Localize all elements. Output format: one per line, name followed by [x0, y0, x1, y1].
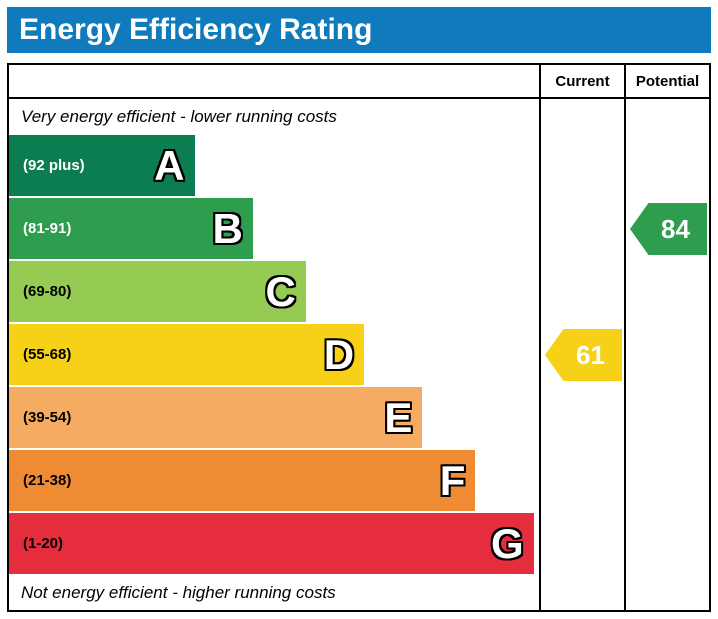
- band-letter: F: [439, 456, 466, 504]
- band-letter: E: [384, 393, 413, 441]
- band-bar: (55-68) D: [9, 324, 365, 385]
- band-row: (69-80) C: [9, 261, 539, 324]
- chart-body: Very energy efficient - lower running co…: [9, 99, 709, 610]
- band-range-label: (39-54): [23, 409, 72, 426]
- band-bar: (69-80) C: [9, 261, 306, 322]
- band-range-label: (55-68): [23, 346, 72, 363]
- potential-rating-arrow: 84: [630, 203, 707, 255]
- band-bar: (39-54) E: [9, 387, 423, 448]
- band-row: (55-68) D: [9, 324, 539, 387]
- potential-rating-value: 84: [661, 213, 690, 244]
- bands-container: (92 plus) A (81-91) B (69-80) C (55-68) …: [9, 135, 539, 576]
- current-column-header: Current: [539, 65, 624, 97]
- band-range-label: (81-91): [23, 220, 72, 237]
- bands-column: Very energy efficient - lower running co…: [9, 99, 539, 610]
- band-bar: (1-20) G: [9, 513, 534, 574]
- band-range-label: (92 plus): [23, 157, 85, 174]
- bottom-note: Not energy efficient - higher running co…: [21, 583, 336, 602]
- band-letter: C: [265, 267, 296, 315]
- band-row: (21-38) F: [9, 450, 539, 513]
- chart-header-row: Current Potential: [9, 65, 709, 99]
- current-column: 61: [539, 99, 624, 610]
- band-letter: D: [323, 330, 355, 378]
- band-row: (1-20) G: [9, 513, 539, 576]
- band-bar: (21-38) F: [9, 450, 476, 511]
- band-bar: (92 plus) A: [9, 135, 195, 196]
- header-spacer: [9, 65, 539, 97]
- band-range-label: (69-80): [23, 283, 72, 300]
- current-rating-arrow: 61: [545, 329, 622, 381]
- band-row: (92 plus) A: [9, 135, 539, 198]
- band-letter: A: [154, 141, 185, 189]
- band-range-label: (21-38): [23, 472, 72, 489]
- potential-column: 84: [624, 99, 709, 610]
- band-range-label: (1-20): [23, 535, 64, 552]
- band-bar: (81-91) B: [9, 198, 253, 259]
- band-row: (39-54) E: [9, 387, 539, 450]
- energy-efficiency-chart: Current Potential Very energy efficient …: [7, 63, 711, 612]
- top-note: Very energy efficient - lower running co…: [21, 107, 337, 126]
- current-rating-value: 61: [576, 339, 605, 370]
- page-title: Energy Efficiency Rating: [7, 7, 711, 53]
- band-letter: B: [212, 204, 243, 252]
- potential-column-header: Potential: [624, 65, 709, 97]
- band-row: (81-91) B: [9, 198, 539, 261]
- band-letter: G: [491, 519, 524, 567]
